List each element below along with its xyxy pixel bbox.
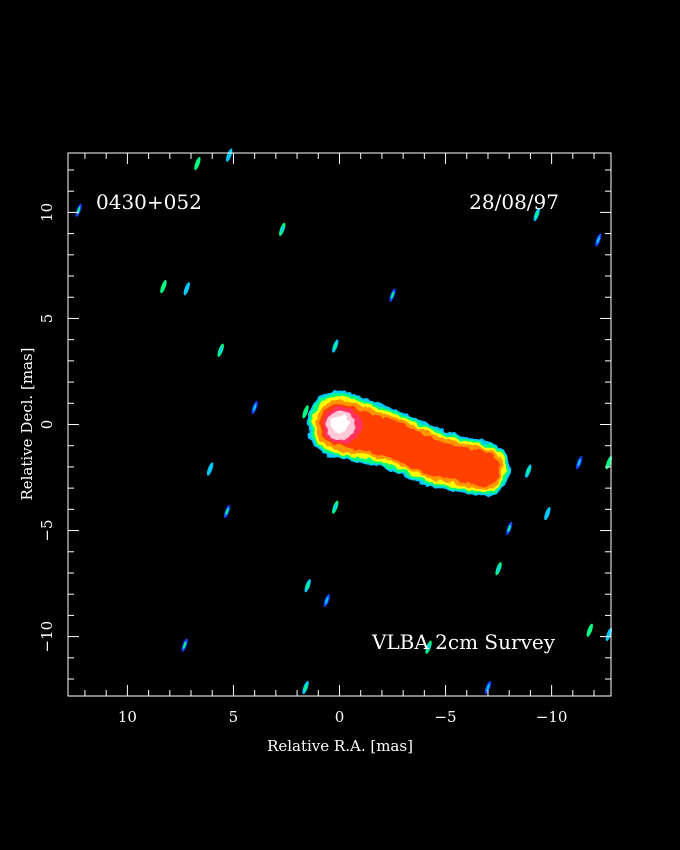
noise-blob — [302, 405, 309, 419]
noise-blob — [595, 233, 602, 247]
noise-blob — [506, 521, 513, 536]
jet-component — [467, 451, 500, 487]
noise-blob — [217, 343, 224, 357]
noise-blob — [302, 680, 309, 695]
jet-emission — [307, 390, 510, 497]
x-tick-label: 10 — [118, 708, 137, 726]
x-axis-label: Relative R.A. [mas] — [267, 737, 413, 755]
y-tick-label: 0 — [38, 420, 56, 430]
noise-blob — [223, 504, 231, 519]
x-tick-label: 0 — [335, 708, 345, 726]
noise-blob — [251, 400, 258, 415]
noise-blob — [279, 222, 286, 236]
observation-date-label: 28/08/97 — [469, 190, 559, 214]
y-tick-label: 10 — [38, 203, 56, 222]
noise-blob — [495, 562, 502, 576]
y-tick-label: −10 — [38, 621, 56, 653]
noise-blob — [332, 500, 339, 514]
axis-ticks — [68, 153, 611, 696]
y-axis-label: Relative Decl. [mas] — [18, 347, 36, 500]
x-tick-label: −10 — [536, 708, 568, 726]
y-tick-label: 5 — [38, 314, 56, 324]
noise-blob — [484, 680, 492, 695]
noise-blob — [160, 280, 167, 294]
noise-blob — [544, 506, 551, 521]
source-name-label: 0430+052 — [96, 190, 202, 214]
survey-label: VLBA 2cm Survey — [371, 630, 556, 654]
noise-blob — [605, 456, 613, 470]
noise-blob — [425, 640, 432, 654]
noise-blobs — [75, 148, 613, 695]
axis-tick-labels: 10 5 0 −5 −10 10 5 0 −5 −10 — [38, 203, 567, 726]
jet-component — [418, 440, 452, 477]
noise-blob — [389, 288, 396, 302]
x-tick-label: 5 — [229, 708, 239, 726]
noise-blob — [525, 464, 532, 478]
noise-blob — [206, 462, 214, 476]
noise-blob — [181, 638, 188, 652]
noise-blob — [533, 207, 540, 222]
core-white — [330, 415, 349, 434]
noise-blob — [304, 579, 311, 593]
noise-blob — [323, 593, 330, 608]
jet-component — [375, 421, 410, 458]
noise-blob — [194, 156, 201, 171]
x-tick-label: −5 — [434, 708, 456, 726]
y-tick-label: −5 — [38, 519, 56, 541]
noise-blob — [576, 456, 583, 470]
noise-blob — [586, 623, 593, 637]
noise-blob — [183, 282, 190, 296]
noise-blob — [332, 339, 339, 353]
